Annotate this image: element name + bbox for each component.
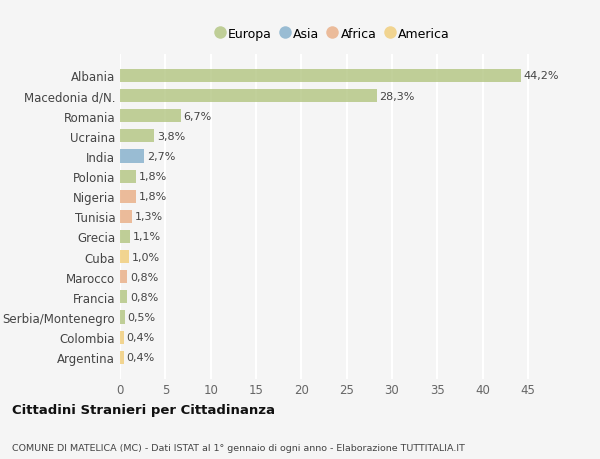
Text: 0,8%: 0,8%: [130, 272, 158, 282]
Bar: [120, 150, 145, 163]
Text: 0,4%: 0,4%: [127, 332, 155, 342]
Text: 28,3%: 28,3%: [379, 91, 415, 101]
Legend: Europa, Asia, Africa, America: Europa, Asia, Africa, America: [212, 22, 454, 45]
Bar: [120, 230, 130, 243]
Bar: [120, 271, 127, 284]
Bar: [120, 311, 125, 324]
Bar: [120, 70, 521, 83]
Text: 0,8%: 0,8%: [130, 292, 158, 302]
Text: 1,8%: 1,8%: [139, 172, 167, 182]
Text: 1,3%: 1,3%: [134, 212, 163, 222]
Bar: [120, 130, 154, 143]
Bar: [120, 110, 181, 123]
Text: 0,4%: 0,4%: [127, 353, 155, 363]
Text: 0,5%: 0,5%: [127, 312, 155, 322]
Text: COMUNE DI MATELICA (MC) - Dati ISTAT al 1° gennaio di ogni anno - Elaborazione T: COMUNE DI MATELICA (MC) - Dati ISTAT al …: [12, 443, 465, 452]
Bar: [120, 90, 377, 103]
Text: 1,1%: 1,1%: [133, 232, 161, 242]
Text: 44,2%: 44,2%: [523, 71, 559, 81]
Text: Cittadini Stranieri per Cittadinanza: Cittadini Stranieri per Cittadinanza: [12, 403, 275, 416]
Bar: [120, 351, 124, 364]
Bar: [120, 251, 129, 263]
Bar: [120, 331, 124, 344]
Bar: [120, 170, 136, 183]
Bar: [120, 291, 127, 304]
Text: 1,0%: 1,0%: [132, 252, 160, 262]
Bar: [120, 210, 132, 224]
Bar: [120, 190, 136, 203]
Text: 1,8%: 1,8%: [139, 192, 167, 202]
Text: 2,7%: 2,7%: [147, 151, 176, 162]
Text: 3,8%: 3,8%: [157, 132, 185, 141]
Text: 6,7%: 6,7%: [184, 112, 212, 122]
